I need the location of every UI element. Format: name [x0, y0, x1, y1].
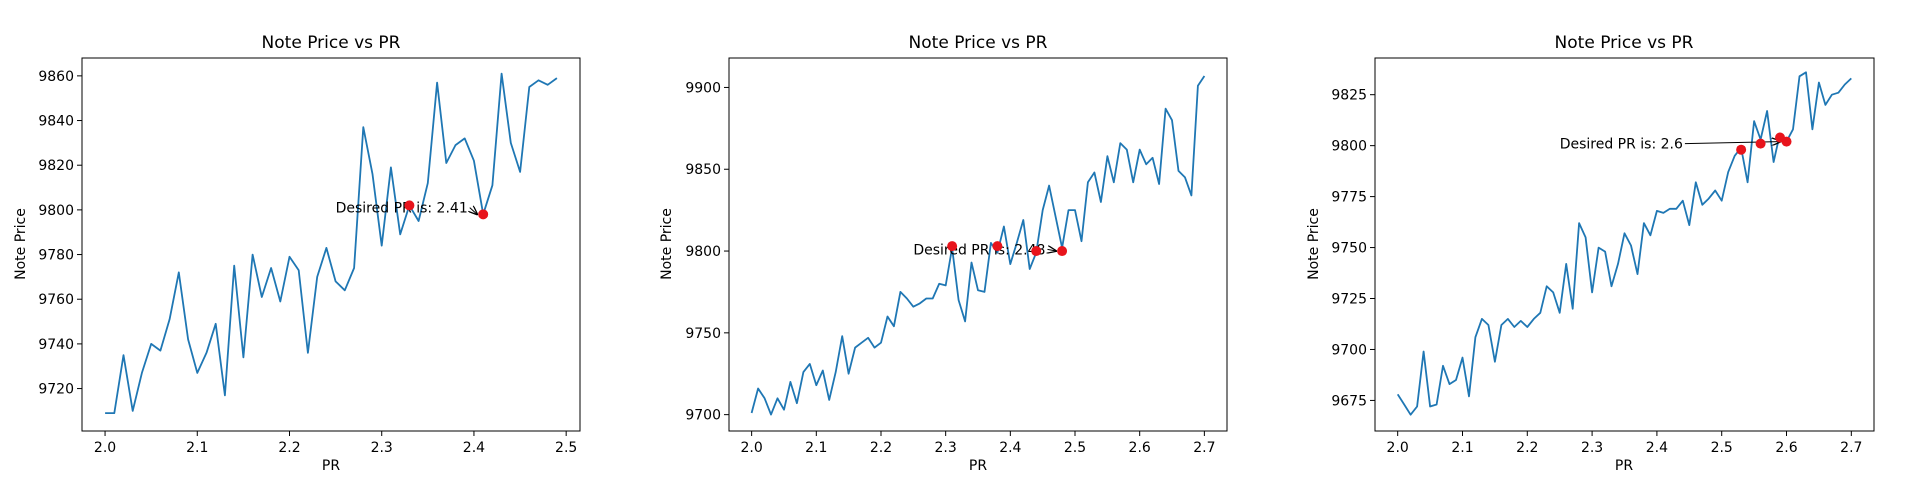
- x-tick-label: 2.4: [1646, 440, 1668, 456]
- y-axis-label: Note Price: [1306, 208, 1322, 280]
- x-axis-label: PR: [322, 458, 340, 474]
- chart-panel-1: Note Price vs PR PR Note Price 2.0 2.1 2.2…: [13, 33, 581, 474]
- axes-frame: [1374, 57, 1875, 432]
- chart-panel-3: Note Price vs PR PR Note Price 2.0 2.1 2.2…: [1306, 33, 1875, 474]
- y-axis-label: Note Price: [659, 208, 675, 280]
- y-tick-label: 9750: [685, 326, 721, 342]
- x-tick-label: 2.0: [741, 440, 763, 456]
- x-tick-label: 2.5: [1064, 440, 1086, 456]
- annotation-arrow: [1047, 249, 1056, 251]
- x-tick-label: 2.1: [1451, 440, 1473, 456]
- x-tick-label: 2.3: [1581, 440, 1603, 456]
- data-point-marker: [1781, 136, 1792, 147]
- y-tick-label: 9760: [38, 292, 74, 308]
- y-tick-label: 9775: [1331, 190, 1367, 206]
- annotation-text: Desired PR is: 2.48: [913, 242, 1045, 258]
- x-tick-label: 2.0: [1387, 440, 1409, 456]
- y-tick-label: 9700: [685, 408, 721, 424]
- x-tick-label: 2.5: [1711, 440, 1733, 456]
- y-tick-label: 9860: [38, 69, 74, 85]
- y-tick-label: 9840: [38, 114, 74, 130]
- annotation-text: Desired PR is: 2.6: [1560, 137, 1683, 153]
- y-tick-label: 9820: [38, 158, 74, 174]
- y-tick-label: 9725: [1331, 292, 1367, 308]
- x-tick-label: 2.6: [1775, 440, 1797, 456]
- annotation-text: Desired PR is: 2.41: [336, 201, 468, 217]
- x-tick-label: 2.4: [999, 440, 1021, 456]
- axes-frame: [728, 57, 1228, 432]
- y-tick-label: 9720: [38, 382, 74, 398]
- x-tick-label: 2.7: [1193, 440, 1215, 456]
- annotation-arrow: [1684, 142, 1781, 144]
- data-point-marker: [1755, 138, 1766, 149]
- x-tick-label: 2.2: [870, 440, 892, 456]
- chart-title: Note Price vs PR: [262, 33, 401, 53]
- chart-title: Note Price vs PR: [1555, 33, 1694, 53]
- x-tick-label: 2.2: [278, 440, 300, 456]
- x-tick-label: 2.5: [555, 440, 577, 456]
- x-tick-label: 2.6: [1129, 440, 1151, 456]
- y-tick-label: 9900: [685, 80, 721, 96]
- data-point-marker: [1057, 246, 1068, 257]
- y-tick-label: 9800: [38, 203, 74, 219]
- data-point-marker: [404, 200, 415, 211]
- y-tick-label: 9825: [1331, 88, 1367, 104]
- annotation-arrow: [470, 208, 477, 215]
- chart-title: Note Price vs PR: [909, 33, 1048, 53]
- x-tick-label: 2.1: [805, 440, 827, 456]
- y-tick-label: 9800: [685, 244, 721, 260]
- data-point-marker: [992, 241, 1003, 252]
- y-tick-label: 9780: [38, 248, 74, 264]
- y-tick-label: 9800: [1331, 139, 1367, 155]
- y-tick-label: 9850: [685, 162, 721, 178]
- chart-panel-2: Note Price vs PR PR Note Price 2.0 2.1 2.2…: [659, 33, 1228, 474]
- x-tick-label: 2.3: [935, 440, 957, 456]
- x-tick-label: 2.0: [94, 440, 116, 456]
- x-tick-label: 2.7: [1840, 440, 1862, 456]
- y-tick-label: 9675: [1331, 393, 1367, 409]
- data-point-marker: [1736, 144, 1747, 155]
- data-point-marker: [478, 209, 489, 220]
- x-tick-label: 2.4: [463, 440, 485, 456]
- y-axis-label: Note Price: [13, 208, 29, 280]
- series-line: [105, 72, 558, 415]
- data-point-marker: [1031, 246, 1042, 257]
- y-tick-label: 9740: [38, 337, 74, 353]
- series-line: [1396, 71, 1852, 416]
- y-tick-label: 9700: [1331, 342, 1367, 358]
- data-point-marker: [947, 241, 958, 252]
- x-tick-label: 2.3: [371, 440, 393, 456]
- axes-frame: [81, 57, 581, 432]
- x-axis-label: PR: [969, 458, 987, 474]
- y-tick-label: 9750: [1331, 241, 1367, 257]
- series-line: [750, 75, 1206, 416]
- x-tick-label: 2.2: [1516, 440, 1538, 456]
- x-tick-label: 2.1: [186, 440, 208, 456]
- x-axis-label: PR: [1615, 458, 1633, 474]
